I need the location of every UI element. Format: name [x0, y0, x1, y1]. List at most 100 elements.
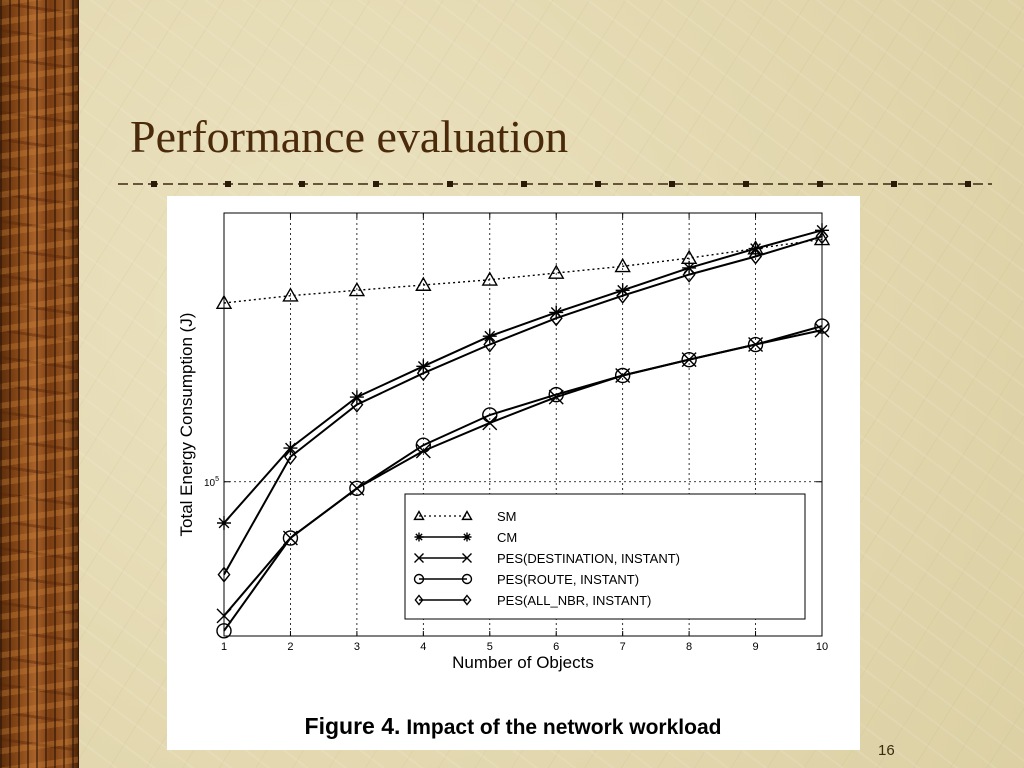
divider-dot [151, 181, 157, 187]
data-point [614, 257, 631, 273]
plot-frame [223, 212, 823, 637]
energy-chart: 1 2 3 4 5 6 7 8 9 10 105 Total Energy Consumption… [177, 212, 831, 739]
data-point [283, 441, 298, 456]
data-point [548, 386, 564, 403]
legend-marker [462, 553, 472, 563]
divider-dot [669, 181, 675, 187]
legend-marker [414, 553, 424, 563]
series-diamond [217, 228, 829, 583]
data-point [348, 281, 366, 297]
data-point [416, 365, 430, 382]
y-tick-label: 105 [204, 476, 219, 489]
data-point [614, 367, 631, 384]
data-point [615, 283, 630, 298]
data-point [217, 566, 231, 583]
divider-dot [965, 181, 971, 187]
data-point [482, 329, 497, 344]
data-point [548, 264, 565, 279]
legend-entry: PES(DESTINATION, INSTANT) [414, 551, 680, 566]
chart-legend: SM CM PES(DESTINATION, INSTANT) PES(ROUTE, … [404, 493, 806, 620]
title-divider [118, 181, 992, 187]
data-point [415, 443, 431, 459]
data-point [482, 407, 498, 423]
wood-sidebar [0, 0, 79, 768]
divider-dot [891, 181, 897, 187]
y-axis-label: Total Energy Consumption (J) [177, 313, 196, 537]
x-tick-label: 5 [487, 641, 493, 653]
legend-marker [461, 573, 473, 585]
x-tick-label: 7 [620, 641, 626, 653]
data-point [482, 415, 498, 431]
legend-marker [462, 532, 472, 542]
divider-dot [817, 181, 823, 187]
data-point [483, 336, 497, 353]
data-point [747, 336, 764, 353]
data-point [549, 305, 564, 320]
legend-marker [414, 594, 424, 606]
legend-label: CM [497, 530, 517, 545]
data-point [217, 516, 231, 531]
x-tick-label: 2 [287, 641, 293, 653]
series-star [217, 223, 829, 531]
divider-dot [447, 181, 453, 187]
x-tick-label: 1 [221, 641, 227, 653]
data-point [415, 437, 432, 453]
legend-label: PES(ROUTE, INSTANT) [497, 572, 639, 587]
legend-marker [413, 573, 425, 585]
data-point [814, 318, 830, 334]
series-line [223, 238, 823, 304]
series-triangle [215, 230, 831, 309]
divider-dot [225, 181, 231, 187]
series-line [223, 229, 823, 524]
page-number: 16 [878, 742, 895, 759]
divider-dot [373, 181, 379, 187]
data-point [749, 248, 763, 265]
legend-label: PES(ALL_NBR, INSTANT) [497, 593, 651, 608]
data-point [814, 322, 830, 338]
data-point [215, 294, 233, 309]
divider-dot [521, 181, 527, 187]
data-point [282, 287, 299, 302]
data-point [549, 310, 563, 327]
data-point [282, 530, 299, 546]
series-circle [216, 318, 830, 639]
data-point [682, 266, 696, 283]
divider-dot [299, 181, 305, 187]
legend-marker [413, 510, 425, 521]
series-line [223, 325, 823, 632]
figure-caption-text: Impact of the network workload [406, 716, 721, 739]
x-tick-label: 4 [420, 641, 426, 653]
data-point [815, 228, 829, 245]
data-point [415, 276, 432, 291]
legend-entry: CM [414, 530, 517, 545]
data-point [283, 448, 297, 466]
legend-marker [462, 594, 472, 606]
figure-caption-label: Figure 4. [305, 713, 401, 739]
data-point [481, 271, 498, 286]
x-tick-label: 9 [752, 641, 758, 653]
data-point [216, 608, 232, 624]
figure-panel: 1 2 3 4 5 6 7 8 9 10 105 Total Energy Consumption… [167, 196, 860, 750]
series-line [223, 235, 823, 576]
x-tick-label: 3 [354, 641, 360, 653]
data-point [350, 396, 364, 413]
legend-entry: PES(ALL_NBR, INSTANT) [414, 593, 651, 608]
data-point [216, 623, 232, 639]
legend-marker [461, 510, 473, 521]
legend-entry: PES(ROUTE, INSTANT) [413, 572, 639, 587]
data-point [616, 287, 630, 304]
legend-entry: SM [413, 509, 517, 524]
slide-title: Performance evaluation [130, 111, 569, 162]
x-tick-label: 6 [553, 641, 559, 653]
data-point [681, 351, 697, 368]
legend-label: SM [497, 509, 517, 524]
x-tick-label: 8 [686, 641, 692, 653]
data-point [349, 480, 365, 496]
divider-dot [595, 181, 601, 187]
legend-marker [414, 532, 424, 542]
x-tick-label: 10 [816, 641, 828, 653]
legend-label: PES(DESTINATION, INSTANT) [497, 551, 680, 566]
series-layer [215, 223, 831, 639]
figure-caption: Figure 4. Impact of the network workload [305, 713, 722, 739]
divider-dot [743, 181, 749, 187]
